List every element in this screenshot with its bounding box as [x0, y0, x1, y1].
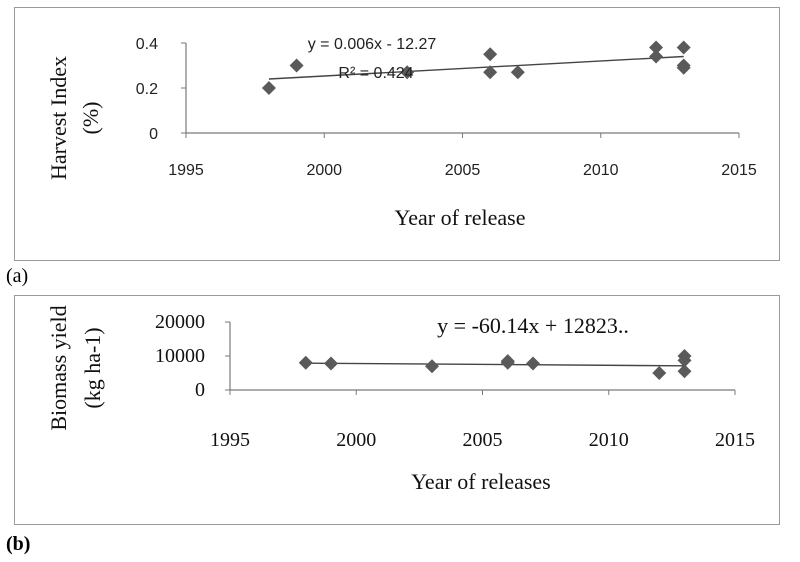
y-axis-title: (kg ha-1): [80, 327, 105, 408]
data-point: [483, 47, 498, 62]
y-axis-title: Harvest Index: [46, 56, 71, 180]
x-tick-label: 2010: [589, 429, 629, 451]
y-tick-label: 20000: [155, 311, 205, 333]
x-tick-label: 2005: [463, 429, 503, 451]
data-point: [649, 49, 664, 64]
data-point: [289, 58, 304, 73]
plot-biomass-yield: 1995 2000 2005 2010 2015 0 10000 20000 Year of r…: [46, 305, 755, 494]
x-tick-label: 2000: [306, 162, 342, 179]
panel-b-letter: (b): [6, 533, 31, 555]
data-point: [677, 364, 692, 379]
panel-b-frame: [14, 295, 780, 525]
regression-equation: y = -60.14x + 12823..: [437, 313, 629, 338]
data-point: [652, 366, 667, 380]
y-tick-label: 10000: [155, 345, 205, 367]
data-point: [676, 40, 691, 55]
trendline: [268, 55, 684, 80]
y-tick-label: 0: [195, 379, 205, 401]
x-tick-label: 2015: [715, 429, 755, 451]
x-tick-label: 1995: [168, 162, 204, 179]
data-point: [324, 356, 338, 371]
data-point: [261, 81, 276, 95]
x-tick-label: 2005: [445, 162, 481, 179]
x-tick-label: 2010: [583, 162, 619, 179]
data-point: [526, 356, 540, 371]
x-tick-label: 2000: [336, 429, 376, 451]
r-squared-label: R² = 0.424: [338, 65, 413, 82]
data-point: [676, 60, 691, 75]
data-point: [298, 355, 313, 370]
x-axis-title: Year of releases: [411, 469, 551, 494]
y-axis-title: (%): [78, 102, 103, 135]
data-point: [677, 353, 692, 368]
data-point: [500, 355, 515, 370]
x-tick-label: 1995: [210, 429, 250, 451]
regression-equation: y = 0.006x - 12.27: [308, 36, 437, 53]
x-tick-label: 2015: [721, 162, 757, 179]
trendline: [305, 362, 685, 367]
y-tick-label: 0.4: [136, 36, 158, 53]
data-point: [483, 65, 498, 80]
y-axis-title: Biomass yield: [46, 305, 71, 430]
y-tick-label: 0.2: [136, 81, 158, 98]
plot-harvest-index: 1995 2000 2005 2010 2015 0 0.2 0.4 Year of relea…: [46, 36, 757, 230]
data-point: [400, 65, 415, 80]
data-point: [649, 40, 664, 55]
x-axis-title: Year of release: [395, 205, 526, 230]
y-tick-label: 0: [149, 126, 158, 143]
panel-a-letter: (a): [6, 265, 29, 287]
data-point: [510, 65, 525, 80]
data-point: [425, 359, 439, 374]
